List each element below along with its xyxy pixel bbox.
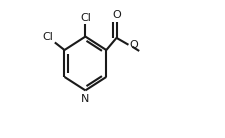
Text: O: O (129, 40, 138, 50)
Text: N: N (81, 94, 89, 104)
Text: Cl: Cl (42, 32, 53, 42)
Text: Cl: Cl (80, 13, 90, 23)
Text: O: O (112, 10, 120, 20)
